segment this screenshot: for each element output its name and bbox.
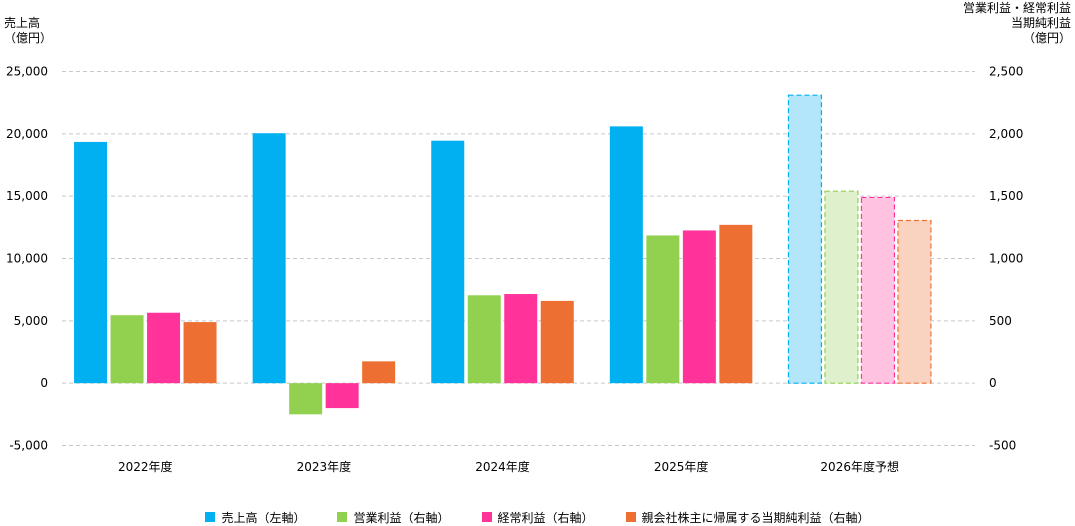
legend-item-operating-profit: 営業利益（右軸） bbox=[337, 508, 450, 526]
right-tick-label: 1,500 bbox=[989, 189, 1023, 203]
left-tick-label: 15,000 bbox=[6, 189, 48, 203]
bar bbox=[540, 300, 574, 384]
legend: 売上高（左軸） 営業利益（右軸） 経常利益（右軸） 親会社株主に帰属する当期純利… bbox=[0, 508, 1075, 526]
left-tick-label: -5,000 bbox=[9, 439, 48, 453]
bar bbox=[362, 361, 396, 384]
right-tick-label: 2,500 bbox=[989, 65, 1023, 79]
left-tick-label: 25,000 bbox=[6, 65, 48, 79]
right-tick-label: 1,000 bbox=[989, 252, 1023, 266]
legend-label-net-profit: 親会社株主に帰属する当期純利益（右軸） bbox=[641, 510, 870, 525]
legend-item-net-profit: 親会社株主に帰属する当期純利益（右軸） bbox=[625, 508, 870, 526]
left-tick-label: 0 bbox=[40, 376, 48, 390]
legend-label-sales: 売上高（左軸） bbox=[221, 510, 306, 525]
right-tick-label: 0 bbox=[989, 376, 997, 390]
bar bbox=[74, 141, 108, 384]
legend-item-sales: 売上高（左軸） bbox=[205, 508, 305, 526]
legend-item-ordinary-profit: 経常利益（右軸） bbox=[481, 508, 594, 526]
right-axis-title: 営業利益・経常利益 当期純利益 （億円） bbox=[962, 1, 1071, 45]
bar bbox=[289, 383, 323, 415]
bar bbox=[860, 196, 896, 384]
legend-label-operating-profit: 営業利益（右軸） bbox=[353, 510, 450, 525]
bar bbox=[504, 294, 538, 384]
bar bbox=[682, 230, 716, 384]
bar bbox=[325, 383, 359, 409]
bar bbox=[719, 224, 753, 384]
category-label: 2022年度 bbox=[118, 459, 173, 474]
bar bbox=[646, 235, 680, 384]
left-axis-title: 売上高 （億円） bbox=[4, 16, 53, 45]
bar bbox=[147, 312, 181, 384]
legend-label-ordinary-profit: 経常利益（右軸） bbox=[497, 510, 594, 525]
right-tick-label: -500 bbox=[989, 439, 1016, 453]
legend-swatch-operating-profit bbox=[337, 512, 348, 522]
left-tick-label: 5,000 bbox=[14, 314, 48, 328]
bar bbox=[824, 190, 859, 384]
bar bbox=[110, 315, 144, 384]
bar bbox=[897, 219, 932, 384]
category-label: 2025年度 bbox=[654, 459, 709, 474]
bar bbox=[609, 126, 643, 384]
legend-swatch-net-profit bbox=[625, 512, 636, 522]
legend-swatch-ordinary-profit bbox=[481, 512, 492, 522]
bar bbox=[183, 322, 217, 384]
category-label: 2024年度 bbox=[475, 459, 530, 474]
legend-swatch-sales bbox=[205, 512, 216, 522]
bar bbox=[787, 94, 823, 384]
bar bbox=[431, 140, 465, 384]
category-label: 2026年度予想 bbox=[820, 459, 899, 474]
left-tick-label: 10,000 bbox=[6, 252, 48, 266]
right-tick-label: 500 bbox=[989, 314, 1012, 328]
left-tick-label: 20,000 bbox=[6, 127, 48, 141]
bar bbox=[467, 295, 501, 384]
right-tick-label: 2,000 bbox=[989, 127, 1023, 141]
category-label: 2023年度 bbox=[297, 459, 352, 474]
bar bbox=[252, 133, 286, 384]
